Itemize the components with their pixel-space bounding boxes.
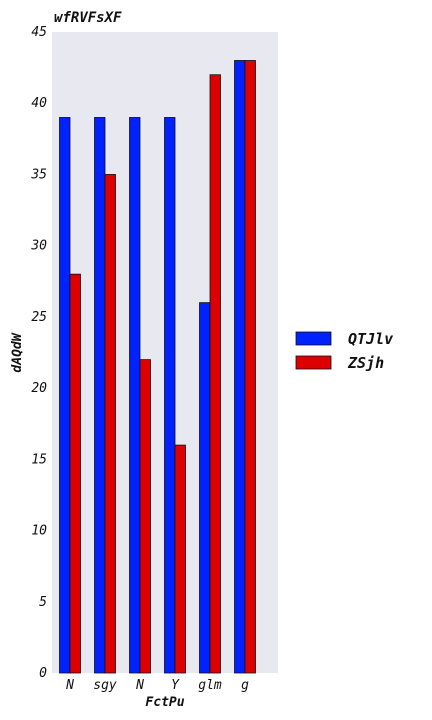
bars bbox=[59, 60, 256, 674]
y-tick-label: 30 bbox=[30, 239, 47, 254]
x-tick-label: g bbox=[241, 678, 249, 693]
bar-ZSjh-5 bbox=[244, 60, 256, 674]
x-tick-label: sgy bbox=[93, 678, 117, 693]
bar-ZSjh-0 bbox=[69, 273, 81, 674]
x-tick-label: N bbox=[135, 678, 144, 693]
y-tick-label: 20 bbox=[31, 381, 47, 396]
legend-label-ZSjh: ZSjh bbox=[347, 354, 384, 372]
y-tick-label: 45 bbox=[31, 25, 47, 40]
bar-ZSjh-2 bbox=[139, 359, 151, 674]
legend-swatch-QTJlv bbox=[295, 331, 332, 346]
legend-swatch-ZSjh bbox=[295, 355, 332, 370]
bar-QTJlv-1 bbox=[94, 117, 106, 674]
bar-ZSjh-3 bbox=[174, 444, 186, 674]
x-tick-label: N bbox=[65, 678, 74, 693]
y-tick-label: 25 bbox=[31, 310, 47, 325]
x-axis-label: FctPu bbox=[145, 695, 184, 710]
bar-ZSjh-4 bbox=[209, 74, 221, 674]
y-tick-label: 40 bbox=[31, 96, 47, 111]
bar-ZSjh-1 bbox=[104, 174, 116, 674]
bar-QTJlv-3 bbox=[164, 117, 176, 674]
legend-label-QTJlv: QTJlv bbox=[348, 330, 394, 348]
bar-QTJlv-0 bbox=[59, 117, 71, 674]
legend: QTJlv ZSjh bbox=[295, 330, 394, 372]
y-tick-label: 5 bbox=[39, 595, 47, 610]
x-tick-label: glm bbox=[198, 678, 222, 693]
y-axis-label: dAQdW bbox=[10, 332, 25, 372]
y-axis-ticks: 0 5 10 15 20 25 30 35 40 45 bbox=[30, 25, 47, 681]
y-tick-label: 35 bbox=[30, 167, 47, 182]
chart-title: wfRVFsXF bbox=[54, 10, 122, 26]
bar-QTJlv-2 bbox=[129, 117, 141, 674]
bar-QTJlv-5 bbox=[234, 60, 246, 674]
y-tick-label: 10 bbox=[31, 524, 47, 539]
y-tick-label: 0 bbox=[39, 666, 47, 681]
y-tick-label: 15 bbox=[31, 452, 47, 467]
bar-QTJlv-4 bbox=[199, 302, 211, 674]
x-tick-label: Y bbox=[171, 678, 180, 693]
